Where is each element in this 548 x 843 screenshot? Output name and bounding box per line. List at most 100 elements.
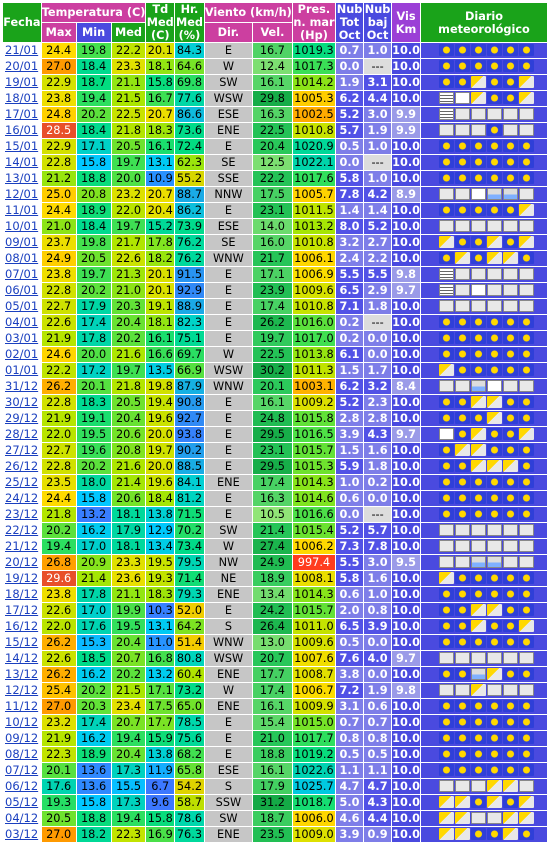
vis-cell: 10.0 (392, 363, 420, 378)
date-link[interactable]: 14/12 (5, 651, 39, 665)
sun-icon (439, 444, 454, 456)
date-link[interactable]: 22/12 (5, 523, 39, 537)
date-link[interactable]: 19/12 (5, 571, 39, 585)
date-link[interactable]: 16/01 (5, 123, 39, 137)
partly-cloudy-icon (487, 236, 502, 248)
nub-tot-cell: 7.3 (336, 539, 364, 554)
sun-icon (519, 44, 534, 56)
date-link[interactable]: 11/12 (5, 699, 39, 713)
cloud-icon (519, 108, 534, 120)
date-link[interactable]: 17/12 (5, 603, 39, 617)
sun-icon (487, 348, 502, 360)
wind-vel-cell: 17.4 (253, 299, 292, 314)
date-link[interactable]: 05/12 (5, 795, 39, 809)
date-link[interactable]: 05/01 (5, 299, 39, 313)
date-link[interactable]: 25/12 (5, 475, 39, 489)
cloud-icon (519, 380, 534, 392)
date-link[interactable]: 04/01 (5, 315, 39, 329)
sun-icon (471, 316, 486, 328)
date-link[interactable]: 21/01 (5, 43, 39, 57)
partly-cloudy-icon (503, 252, 518, 264)
sun-icon (471, 572, 486, 584)
date-link[interactable]: 03/01 (5, 331, 39, 345)
sun-icon (487, 140, 502, 152)
date-link[interactable]: 18/01 (5, 91, 39, 105)
date-link[interactable]: 09/12 (5, 731, 39, 745)
vis-cell: 9.7 (392, 651, 420, 666)
date-cell: 16/01 (3, 123, 41, 138)
date-link[interactable]: 11/01 (5, 203, 39, 217)
date-link[interactable]: 10/12 (5, 715, 39, 729)
date-link[interactable]: 15/12 (5, 635, 39, 649)
cloud-icon (519, 524, 534, 536)
table-row: 05/01 22.7 17.9 20.3 19.1 88.9 E 17.4 1010.8 7.1 1… (3, 299, 547, 314)
wind-dir-cell: E (204, 139, 252, 154)
date-link[interactable]: 21/12 (5, 539, 39, 553)
date-link[interactable]: 08/01 (5, 251, 39, 265)
date-link[interactable]: 18/12 (5, 587, 39, 601)
date-cell: 28/12 (3, 427, 41, 442)
nub-tot-cell: 2.4 (336, 251, 364, 266)
date-link[interactable]: 29/12 (5, 411, 39, 425)
td-med-cell: 20.7 (146, 107, 175, 122)
date-link[interactable]: 08/12 (5, 747, 39, 761)
partly-cloudy-icon (503, 828, 518, 840)
date-link[interactable]: 27/12 (5, 443, 39, 457)
date-link[interactable]: 01/01 (5, 363, 39, 377)
header-max: Max (41, 23, 76, 42)
date-link[interactable]: 28/12 (5, 427, 39, 441)
nub-baj-cell: 1.0 (364, 43, 392, 58)
td-med-cell: 11.0 (146, 635, 175, 650)
vis-cell: 9.8 (392, 683, 420, 698)
date-link[interactable]: 09/01 (5, 235, 39, 249)
diario-cell (421, 827, 547, 842)
date-link[interactable]: 20/12 (5, 555, 39, 569)
sun-icon (439, 508, 454, 520)
temp-min-cell: 16.2 (76, 667, 111, 682)
temp-med-cell: 21.8 (111, 123, 146, 138)
date-link[interactable]: 07/01 (5, 267, 39, 281)
date-cell: 12/01 (3, 187, 41, 202)
wind-dir-cell: NE (204, 571, 252, 586)
date-link[interactable]: 06/12 (5, 779, 39, 793)
date-link[interactable]: 13/01 (5, 171, 39, 185)
diario-cell (421, 107, 547, 122)
date-link[interactable]: 31/12 (5, 379, 39, 393)
date-link[interactable]: 26/12 (5, 459, 39, 473)
vis-cell: 10.0 (392, 667, 420, 682)
date-link[interactable]: 19/01 (5, 75, 39, 89)
cloud-icon (471, 652, 486, 664)
date-link[interactable]: 24/12 (5, 491, 39, 505)
wind-vel-cell: 27.4 (253, 539, 292, 554)
date-link[interactable]: 15/01 (5, 139, 39, 153)
date-link[interactable]: 02/01 (5, 347, 39, 361)
date-link[interactable]: 10/01 (5, 219, 39, 233)
date-link[interactable]: 20/01 (5, 59, 39, 73)
vis-cell: 10.0 (392, 699, 420, 714)
date-cell: 10/01 (3, 219, 41, 234)
vis-cell: 10.0 (392, 347, 420, 362)
date-cell: 08/12 (3, 747, 41, 762)
pressure-cell: 1006.9 (292, 267, 336, 282)
date-link[interactable]: 14/01 (5, 155, 39, 169)
pressure-cell: 1008.1 (292, 571, 336, 586)
wind-dir-cell: E (204, 395, 252, 410)
date-link[interactable]: 17/01 (5, 107, 39, 121)
date-cell: 13/01 (3, 171, 41, 186)
date-link[interactable]: 04/12 (5, 811, 39, 825)
nub-baj-cell: 2.9 (364, 283, 392, 298)
date-link[interactable]: 03/12 (5, 827, 39, 841)
temp-med-cell: 19.7 (111, 155, 146, 170)
date-link[interactable]: 16/12 (5, 619, 39, 633)
date-link[interactable]: 12/12 (5, 683, 39, 697)
date-link[interactable]: 06/01 (5, 283, 39, 297)
table-row: 24/12 24.4 15.8 20.6 18.4 81.2 E 16.3 1014.6 0.6 0… (3, 491, 547, 506)
date-link[interactable]: 12/01 (5, 187, 39, 201)
date-link[interactable]: 13/12 (5, 667, 39, 681)
date-link[interactable]: 23/12 (5, 507, 39, 521)
date-link[interactable]: 07/12 (5, 763, 39, 777)
partly-cloudy-icon (471, 92, 486, 104)
wind-dir-cell: E (204, 443, 252, 458)
date-link[interactable]: 30/12 (5, 395, 39, 409)
sun-icon (487, 636, 502, 648)
